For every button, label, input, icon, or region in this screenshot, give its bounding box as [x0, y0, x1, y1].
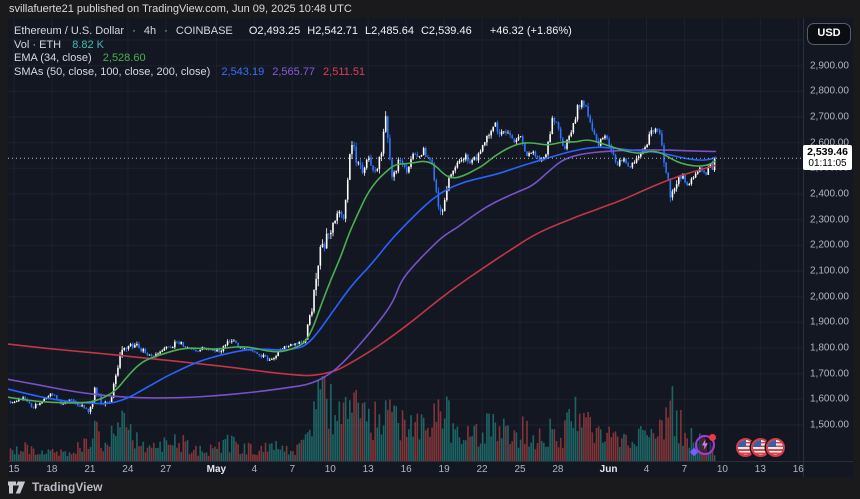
ema-label: EMA (34, close): [14, 52, 92, 65]
attribution-bar: svillafuerte21 published on TradingView.…: [0, 0, 860, 18]
lightning-icon: [689, 434, 716, 457]
volume-label: Vol · ETH: [14, 38, 62, 51]
time-tick-label: 7: [289, 464, 296, 475]
price-tick-label: 2,600.00: [810, 137, 849, 149]
sma-value: 2,543.19: [221, 65, 265, 78]
tradingview-brand-text: TradingView: [32, 480, 103, 494]
price-tick-label: 2,800.00: [810, 85, 849, 97]
ohlc-item: C2,539.46: [420, 25, 472, 37]
time-tick-label: 13: [754, 464, 766, 475]
price-chart-canvas[interactable]: [8, 18, 803, 461]
price-tick-label: 1,700.00: [810, 368, 849, 380]
notification-dot: [708, 434, 716, 441]
axis-corner: [803, 461, 853, 477]
currency-toggle-button[interactable]: USD: [807, 23, 851, 45]
interval-label: 4h: [143, 25, 157, 37]
separator-dot: ·: [164, 25, 168, 37]
time-tick-label: 24: [122, 464, 134, 475]
time-axis[interactable]: 15 18 21 24 27 May 4 7 10 13 16 19 22 25 28 Jun 4 7 10 13 16: [8, 461, 804, 477]
price-tick-label: 2,300.00: [810, 214, 849, 226]
price-axis[interactable]: USD 2,539.46 01:11:05 3,000.002,900.002,…: [803, 18, 853, 461]
time-tick-label: 19: [438, 464, 450, 475]
us-flag-icon: [765, 438, 785, 457]
ohlc-item: L2,485.64: [365, 25, 414, 37]
sma-value: 2,511.51: [323, 65, 366, 78]
chart-panel: Ethereum / U.S. Dollar · 4h · COINBASE O…: [8, 18, 853, 477]
tradingview-logo-icon: [8, 481, 25, 493]
ohlc-item: O2,493.25: [248, 25, 301, 37]
price-tick-label: 2,400.00: [810, 188, 849, 200]
time-tick-label: 15: [8, 464, 20, 475]
time-tick-label: 16: [792, 464, 804, 475]
volume-value: 8.82 K: [72, 38, 105, 51]
time-tick-label: 4: [251, 464, 258, 475]
time-tick-label: 7: [681, 464, 688, 475]
tradingview-attribution-link[interactable]: TradingView: [8, 480, 102, 494]
smas-label: SMAs (50, close, 100, close, 200, close): [14, 65, 211, 78]
sma-values: 2,543.19 2,565.77 2,511.51: [221, 66, 373, 78]
time-tick-label: 16: [400, 464, 412, 475]
symbol-row[interactable]: Ethereum / U.S. Dollar · 4h · COINBASE O…: [14, 25, 572, 39]
price-tick-label: 2,000.00: [810, 291, 849, 303]
exchange-label: COINBASE: [175, 25, 233, 37]
chart-legend: Ethereum / U.S. Dollar · 4h · COINBASE O…: [14, 25, 572, 79]
volume-bars: [9, 376, 716, 461]
time-tick-label: 10: [324, 464, 336, 475]
sma-value: 2,565.77: [272, 65, 316, 78]
smas-indicator-row[interactable]: SMAs (50, close, 100, close, 200, close)…: [14, 66, 572, 80]
time-tick-label: 4: [643, 464, 650, 475]
bar-countdown: 01:11:05: [808, 158, 847, 170]
price-tick-label: 2,100.00: [810, 265, 849, 277]
volume-indicator-row[interactable]: Vol · ETH 8.82 K: [14, 39, 572, 53]
ema-value: 2,528.60: [102, 52, 146, 65]
ma-lines: [8, 139, 717, 405]
time-tick-label: 28: [552, 464, 564, 475]
time-tick-label: 22: [476, 464, 488, 475]
bottom-bar: TradingView: [0, 477, 860, 499]
price-tick-label: 2,200.00: [810, 239, 849, 251]
ohlc-item: H2,542.71: [307, 25, 359, 37]
time-tick-label: 21: [84, 464, 96, 475]
time-tick-label: 18: [46, 464, 58, 475]
price-tick-label: 1,500.00: [810, 419, 849, 431]
time-tick-label: 10: [716, 464, 728, 475]
chart-svg[interactable]: [8, 18, 803, 461]
price-tick-label: 2,900.00: [810, 60, 849, 72]
time-tick-label: May: [206, 464, 227, 475]
last-price-label: 2,539.46 01:11:05: [803, 145, 852, 171]
time-tick-label: 27: [160, 464, 172, 475]
price-tick-label: 1,600.00: [810, 393, 849, 405]
price-tick-label: 2,700.00: [810, 111, 849, 123]
ohlc-values: O2,493.25 H2,542.71 L2,485.64 C2,539.46: [249, 25, 479, 37]
time-tick-label: 25: [514, 464, 526, 475]
price-tick-label: 1,800.00: [810, 342, 849, 354]
attribution-text: svillafuerte21 published on TradingView.…: [9, 3, 352, 15]
crypto-event-icon[interactable]: [689, 434, 716, 457]
grid-lines: [8, 18, 803, 461]
symbol-title: Ethereum / U.S. Dollar: [14, 25, 125, 37]
economic-events-icon-group[interactable]: [735, 438, 785, 457]
time-tick-label: Jun: [599, 464, 618, 475]
price-tick-label: 1,900.00: [810, 316, 849, 328]
last-price-value: 2,539.46: [807, 146, 848, 159]
time-tick-label: 13: [362, 464, 374, 475]
separator-dot: ·: [132, 25, 136, 37]
ema-indicator-row[interactable]: EMA (34, close) 2,528.60: [14, 52, 572, 66]
change-value: +46.32 (+1.86%): [489, 25, 572, 37]
